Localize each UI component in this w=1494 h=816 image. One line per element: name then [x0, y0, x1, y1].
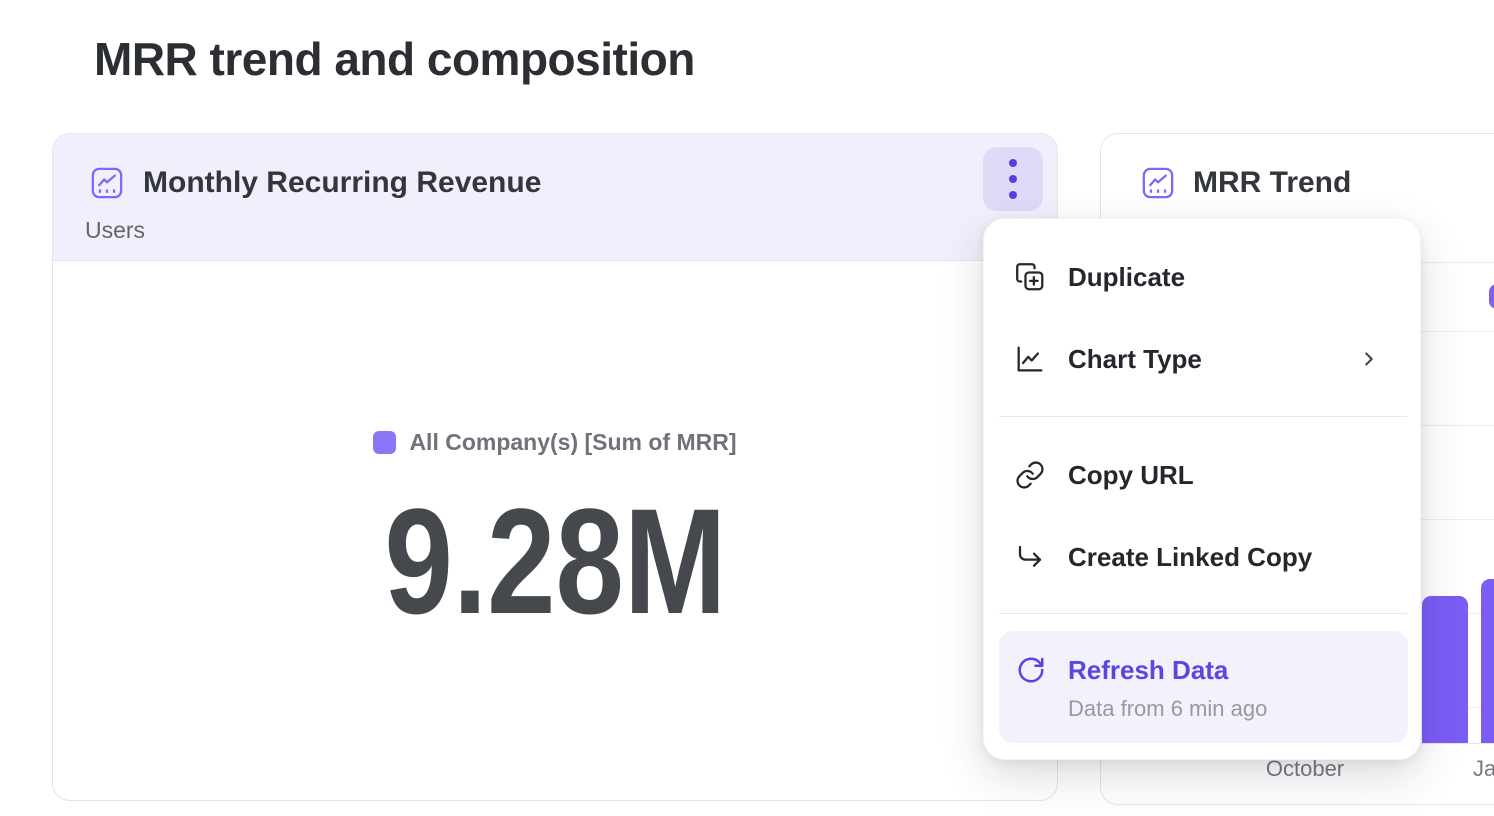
kebab-menu-button[interactable]: [983, 147, 1043, 211]
chevron-right-icon: [1358, 348, 1380, 370]
menu-divider: [999, 613, 1407, 614]
menu-item-copy-url[interactable]: Copy URL: [984, 434, 1420, 516]
chart-badge-icon: [90, 166, 124, 200]
bar: [1481, 579, 1494, 743]
trend-card-title: MRR Trend: [1193, 166, 1352, 199]
x-axis-label: Ja: [1473, 756, 1494, 781]
menu-item-label: Duplicate: [1068, 261, 1186, 292]
chart-badge-icon: [1141, 166, 1175, 200]
kpi-legend: All Company(s) [Sum of MRR]: [373, 428, 737, 456]
trend-legend-swatch-icon: [1489, 284, 1494, 309]
menu-item-label: Chart Type: [1068, 343, 1202, 374]
menu-item-label: Create Linked Copy: [1068, 541, 1313, 572]
menu-item-label: Refresh Data: [1068, 655, 1229, 685]
mrr-kpi-card: Monthly Recurring Revenue Users All Comp…: [52, 133, 1058, 801]
menu-item-duplicate[interactable]: Duplicate: [984, 236, 1420, 318]
legend-label: All Company(s) [Sum of MRR]: [409, 428, 737, 455]
mrr-card-title: Monthly Recurring Revenue: [143, 166, 542, 199]
mrr-card-header: Monthly Recurring Revenue Users: [53, 134, 1057, 261]
bars: [1101, 134, 1494, 743]
legend-swatch-icon: [373, 430, 397, 454]
mrr-card-subtitle: Users: [85, 217, 146, 243]
refresh-icon: [1016, 655, 1046, 685]
menu-divider: [999, 416, 1407, 417]
menu-item-sublabel: Data from 6 min ago: [1068, 696, 1268, 721]
x-axis-label: October: [1265, 756, 1345, 781]
menu-item-chart-type[interactable]: Chart Type: [984, 318, 1420, 400]
bar: [1422, 596, 1468, 743]
link-icon: [1014, 459, 1046, 491]
page-title: MRR trend and composition: [94, 33, 695, 85]
corner-down-right-icon: [1014, 541, 1046, 573]
kebab-dot-icon: [1009, 175, 1017, 183]
kebab-dot-icon: [1009, 159, 1017, 167]
card-context-menu: Duplicate Chart Type Copy URL: [983, 218, 1421, 760]
menu-item-label: Copy URL: [1068, 459, 1194, 490]
chart-line-icon: [1014, 343, 1046, 375]
duplicate-icon: [1014, 261, 1046, 293]
kpi-value: 9.28M: [384, 476, 726, 645]
kebab-dot-icon: [1009, 191, 1017, 199]
mrr-card-body: All Company(s) [Sum of MRR] 9.28M: [53, 262, 1057, 800]
menu-item-create-linked-copy[interactable]: Create Linked Copy: [984, 516, 1420, 598]
menu-item-refresh-data[interactable]: Refresh Data Data from 6 min ago: [999, 631, 1408, 743]
